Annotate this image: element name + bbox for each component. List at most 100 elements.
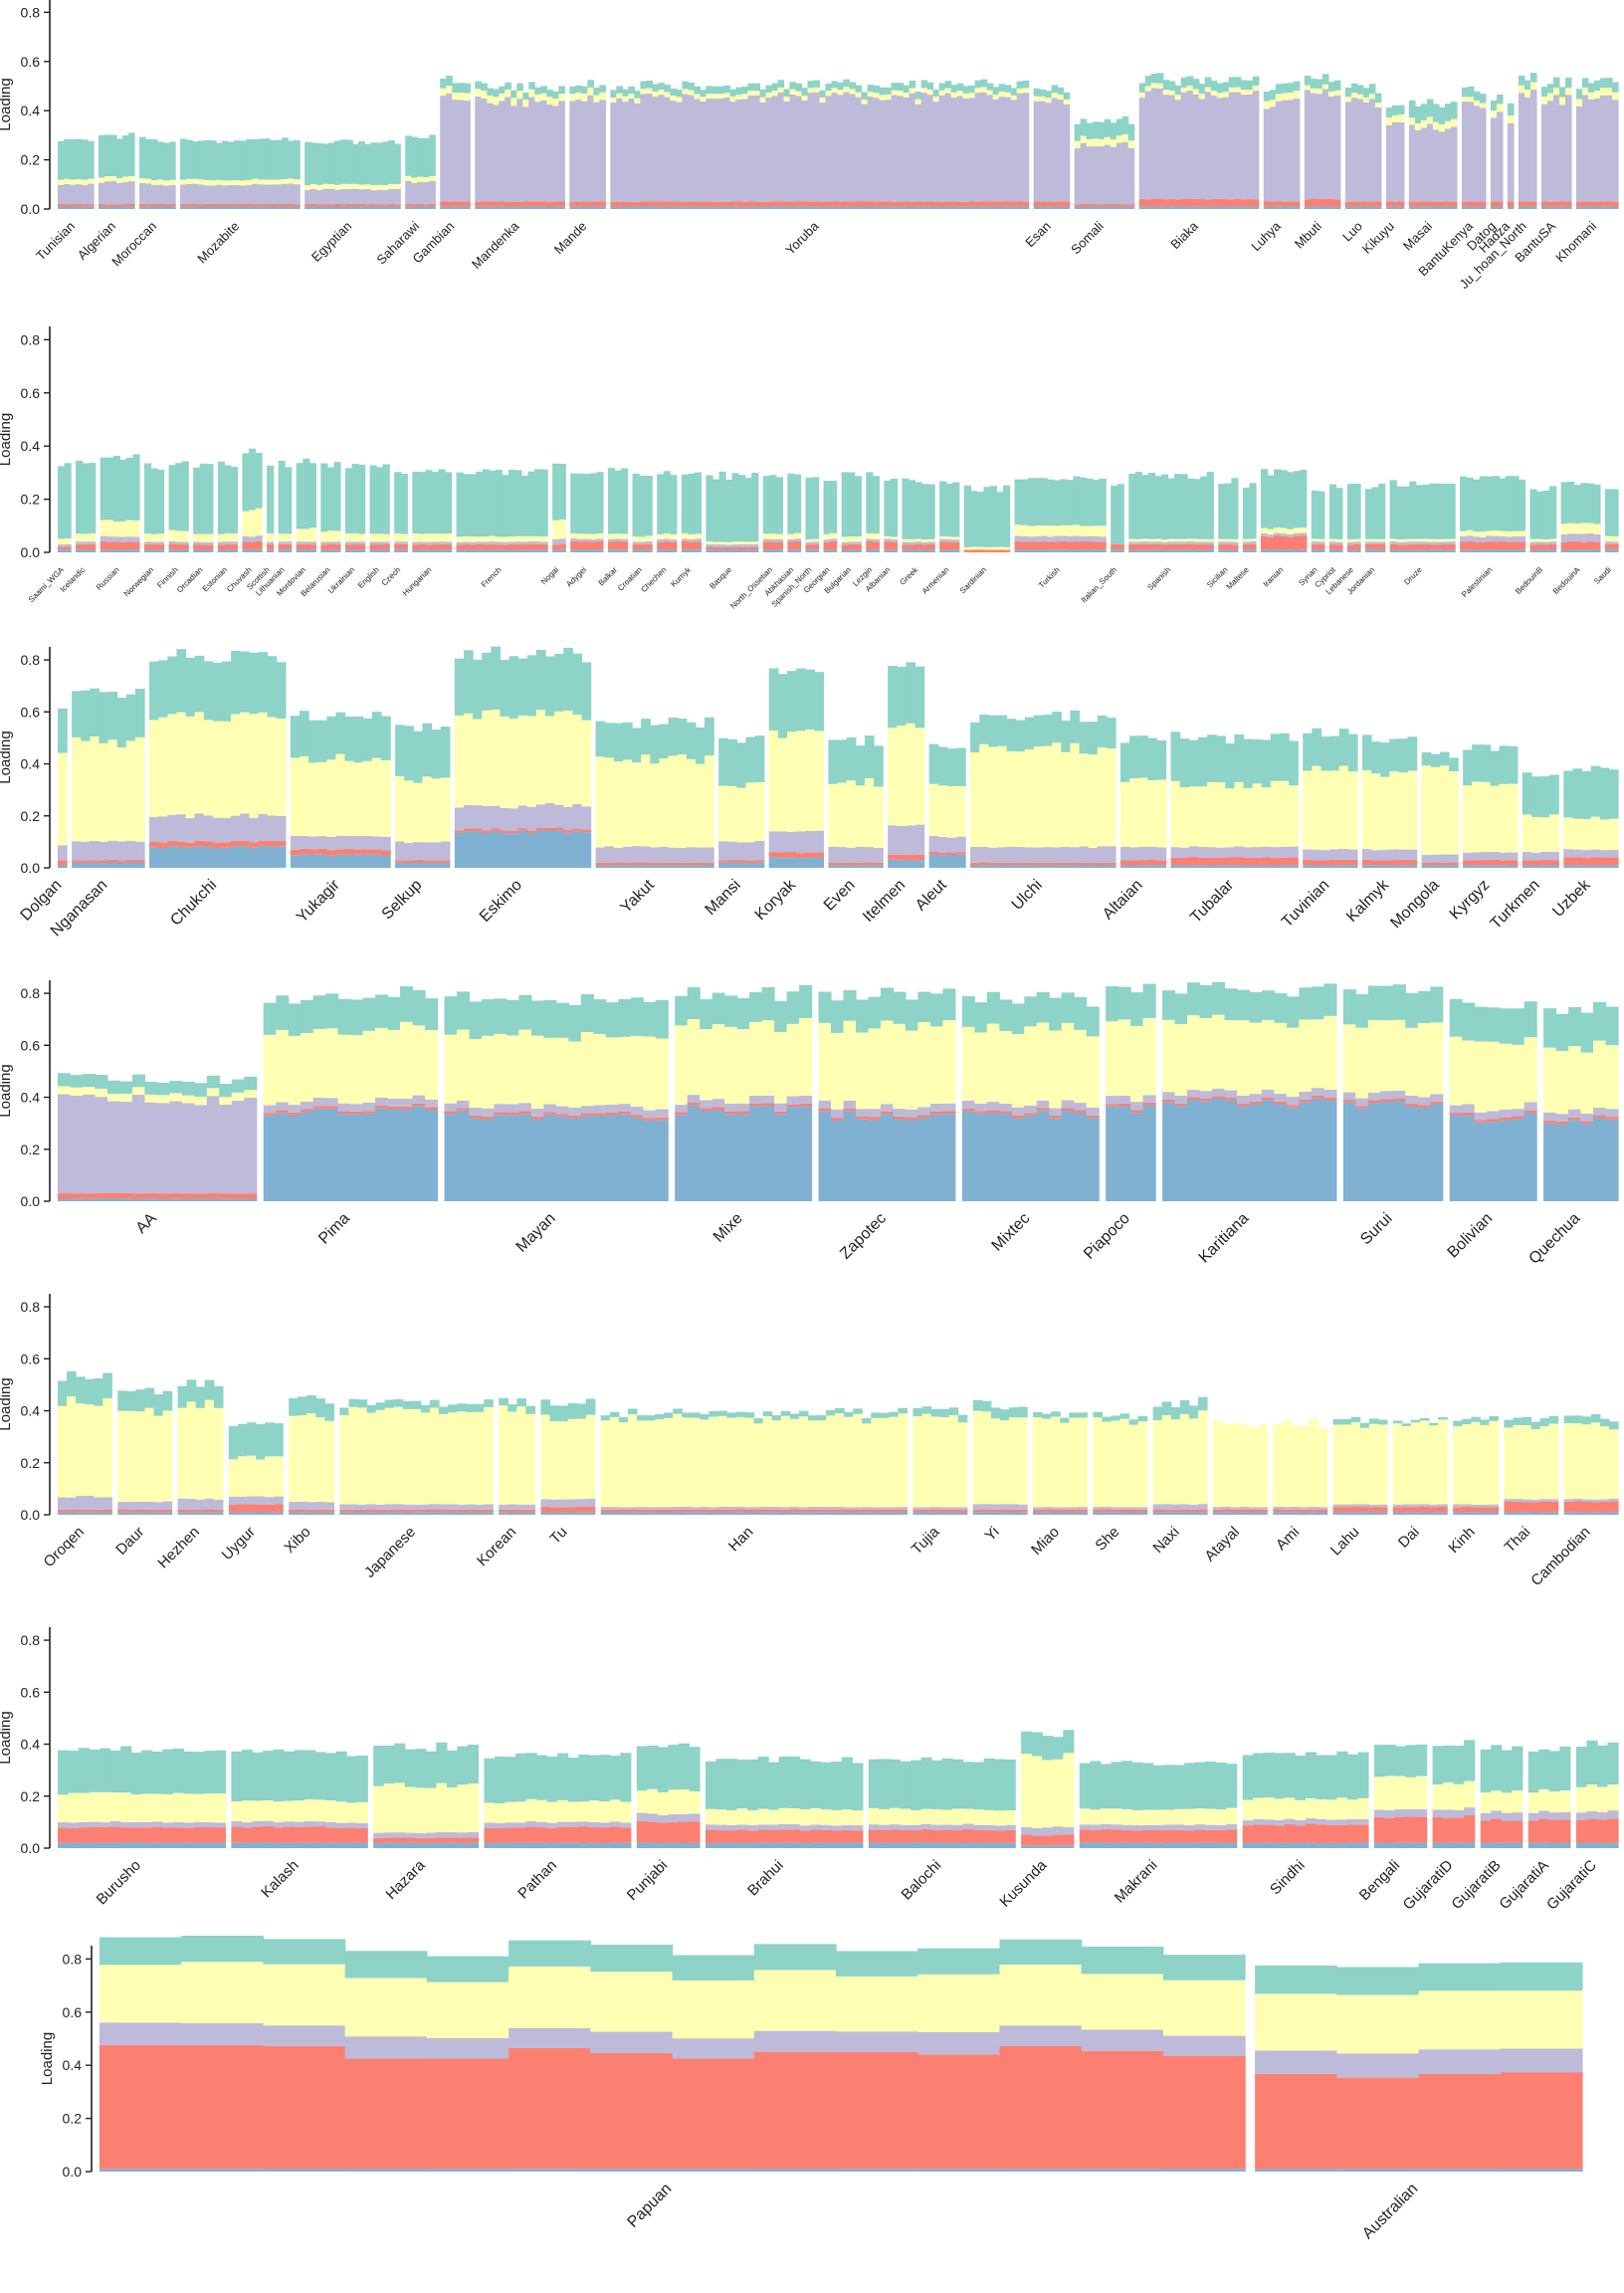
bar-segment	[195, 1512, 206, 1515]
bar-segment	[807, 1506, 818, 1510]
bar-segment	[242, 541, 250, 550]
bar-segment	[348, 1509, 359, 1513]
bar-segment	[613, 847, 624, 863]
bar-segment	[70, 1198, 84, 1201]
bar-segment	[866, 549, 874, 552]
bar-segment	[234, 184, 241, 204]
bar-segment	[394, 204, 401, 207]
group-label: Norwegian	[122, 565, 155, 598]
bar-segment	[384, 1509, 395, 1513]
bar-segment	[527, 540, 535, 544]
bar-segment	[206, 1096, 220, 1194]
bar-segment	[344, 835, 355, 850]
bar-segment	[1407, 770, 1418, 850]
bar-segment	[356, 1801, 368, 1823]
bar-segment	[835, 1509, 845, 1513]
bar-segment	[265, 1422, 275, 1457]
bar-segment	[517, 805, 528, 829]
bar-segment	[110, 206, 117, 209]
bar-segment	[294, 139, 301, 180]
group-label: Uygur	[219, 1524, 259, 1563]
bar-segment	[657, 541, 665, 550]
bar-segment	[514, 541, 522, 544]
group-label: Mixtec	[989, 1210, 1034, 1255]
bar-segment	[711, 546, 720, 550]
bar-segment	[775, 541, 783, 550]
bar-segment	[255, 549, 263, 552]
bar-segment	[668, 862, 679, 866]
bar-segment	[1572, 1423, 1583, 1499]
bar-segment	[276, 139, 283, 180]
bar-segment	[546, 201, 553, 207]
bar-segment	[1240, 1506, 1250, 1510]
bar-segment	[510, 98, 517, 106]
bar-segment	[1033, 1416, 1043, 1508]
bar-segment	[974, 201, 982, 207]
bar-segment	[999, 1409, 1010, 1421]
bar-segment	[664, 1507, 674, 1510]
bar-segment	[1086, 541, 1094, 550]
bar-segment	[417, 204, 424, 207]
bar-segment	[844, 1507, 854, 1511]
bar-segment	[508, 536, 516, 542]
bar-segment	[805, 830, 815, 853]
bar-segment	[783, 201, 791, 207]
bar-segment	[1099, 478, 1107, 526]
bar-segment	[659, 724, 670, 759]
bar-segment	[1320, 736, 1331, 771]
bar-segment	[525, 1753, 537, 1799]
bar-segment	[431, 541, 440, 545]
bar-segment	[134, 859, 145, 863]
bar-segment	[1438, 106, 1446, 125]
bar-segment	[1367, 1019, 1381, 1093]
bar-segment	[567, 1402, 578, 1419]
bar-segment	[1442, 484, 1450, 539]
bar-segment	[765, 206, 773, 209]
bar-segment	[700, 1507, 710, 1510]
bar-segment	[711, 201, 719, 207]
bar-segment	[798, 1416, 809, 1508]
bar-segment	[1231, 541, 1239, 545]
bar-segment	[1162, 1019, 1176, 1093]
bar-segment	[786, 1104, 800, 1108]
bar-segment	[1549, 486, 1557, 539]
bar-segment	[1027, 525, 1035, 537]
bar-segment	[848, 541, 856, 544]
group-BantuKenya	[1461, 86, 1487, 209]
bar-segment	[670, 533, 678, 540]
bar-segment	[1581, 850, 1592, 858]
bar-segment	[528, 82, 535, 90]
group-label: Ami	[1273, 1524, 1303, 1554]
bar-segment	[1073, 549, 1081, 552]
bar-segment	[157, 179, 164, 185]
bar-segment	[510, 206, 517, 209]
bar-segment	[1374, 201, 1382, 207]
bar-segment	[482, 652, 492, 711]
bar-segment	[937, 852, 948, 856]
bar-segment	[816, 1420, 827, 1508]
bar-segment	[568, 1107, 582, 1116]
bar-segment	[950, 92, 958, 98]
bar-segment	[1444, 201, 1452, 207]
bar-segment	[729, 206, 737, 209]
bar-segment	[362, 1030, 376, 1103]
bar-segment	[872, 541, 880, 550]
bar-segment	[1128, 549, 1136, 552]
bar-segment	[1224, 538, 1232, 542]
bar-segment	[482, 469, 490, 537]
bar-segment	[162, 1410, 173, 1502]
bar-segment	[508, 1509, 517, 1513]
bar-segment	[446, 94, 453, 202]
bar-segment	[793, 549, 802, 552]
bar-segment	[371, 854, 382, 868]
bar-segment	[516, 1406, 526, 1505]
bar-segment	[1316, 79, 1323, 90]
bar-segment	[1563, 1415, 1574, 1423]
bar-segment	[1192, 89, 1200, 95]
bar-segment	[1328, 484, 1337, 539]
bar-segment	[120, 1792, 132, 1823]
bar-segment	[495, 541, 503, 545]
bar-segment	[446, 1831, 459, 1838]
bar-segment	[921, 1507, 932, 1510]
bar-segment	[168, 540, 176, 544]
